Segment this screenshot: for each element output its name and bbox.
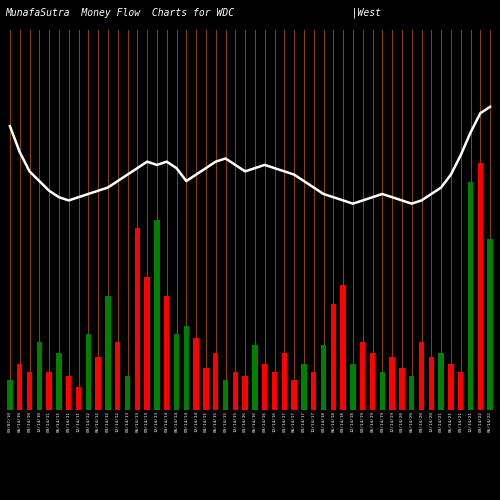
Bar	[154, 220, 160, 410]
Bar	[66, 376, 71, 410]
Bar	[134, 228, 140, 410]
Bar	[428, 357, 434, 410]
Bar	[242, 376, 248, 410]
Bar	[184, 326, 189, 410]
Bar	[488, 239, 493, 410]
Bar	[330, 304, 336, 410]
Bar	[399, 368, 404, 410]
Bar	[7, 380, 12, 410]
Bar	[458, 372, 464, 410]
Bar	[292, 380, 297, 410]
Text: MunafaSutra  Money Flow  Charts for WDC                    |West                : MunafaSutra Money Flow Charts for WDC |W…	[5, 8, 500, 18]
Bar	[194, 338, 199, 410]
Bar	[96, 357, 101, 410]
Bar	[213, 353, 218, 410]
Bar	[174, 334, 179, 410]
Bar	[76, 387, 81, 410]
Bar	[438, 353, 444, 410]
Bar	[115, 342, 120, 410]
Bar	[448, 364, 454, 410]
Bar	[301, 364, 306, 410]
Bar	[262, 364, 268, 410]
Bar	[27, 372, 32, 410]
Bar	[409, 376, 414, 410]
Bar	[390, 357, 395, 410]
Bar	[164, 296, 170, 410]
Bar	[144, 277, 150, 410]
Bar	[56, 353, 62, 410]
Bar	[36, 342, 42, 410]
Bar	[321, 346, 326, 410]
Bar	[282, 353, 287, 410]
Bar	[232, 372, 238, 410]
Bar	[17, 364, 22, 410]
Bar	[272, 372, 277, 410]
Bar	[203, 368, 208, 410]
Bar	[380, 372, 385, 410]
Bar	[478, 163, 483, 410]
Bar	[252, 346, 258, 410]
Bar	[223, 380, 228, 410]
Bar	[46, 372, 52, 410]
Bar	[125, 376, 130, 410]
Bar	[311, 372, 316, 410]
Bar	[350, 364, 356, 410]
Bar	[419, 342, 424, 410]
Bar	[340, 284, 346, 410]
Bar	[360, 342, 366, 410]
Bar	[468, 182, 473, 410]
Bar	[105, 296, 110, 410]
Bar	[370, 353, 375, 410]
Bar	[86, 334, 91, 410]
